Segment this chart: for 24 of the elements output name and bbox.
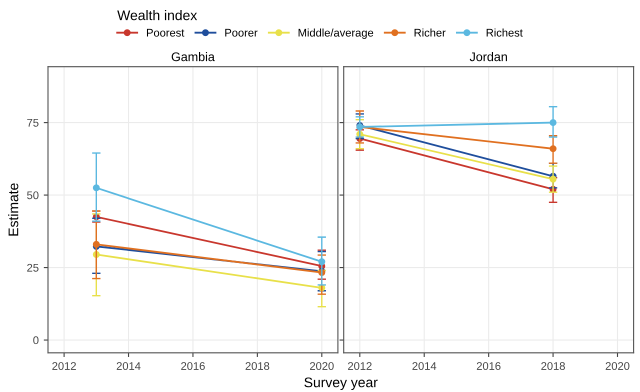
x-tick-label: 2016 (476, 362, 501, 370)
legend-label: Middle/average (298, 28, 374, 39)
x-tick-label: 2012 (348, 362, 372, 370)
x-tick-label: 2020 (606, 362, 630, 370)
x-tick-label: 2012 (52, 362, 76, 370)
x-tick-label: 2018 (246, 362, 270, 370)
legend-label: Poorer (225, 28, 258, 37)
x-tick-label: 2014 (116, 362, 141, 370)
x-tick-label: 2020 (310, 362, 334, 370)
x-tick-label: 2014 (412, 362, 436, 370)
y-tick-label: 75 (27, 118, 39, 127)
x-tick-label: 2016 (181, 362, 205, 370)
y-tick-label: 0 (33, 336, 39, 344)
y-axis-title: Estimate (8, 183, 18, 236)
x-axis-title: Survey year (304, 377, 378, 390)
y-tick-label: 50 (27, 191, 39, 200)
legend-label: Richer (414, 28, 446, 37)
legend-label: Richest (486, 28, 523, 37)
y-tick-label: 25 (27, 264, 39, 272)
chart-title: Gambia (172, 52, 215, 62)
chart-title: Jordan (470, 52, 507, 62)
legend-label: Poorest (146, 28, 184, 37)
legend-title: Wealth index (117, 10, 198, 20)
x-tick-label: 2018 (541, 362, 565, 370)
